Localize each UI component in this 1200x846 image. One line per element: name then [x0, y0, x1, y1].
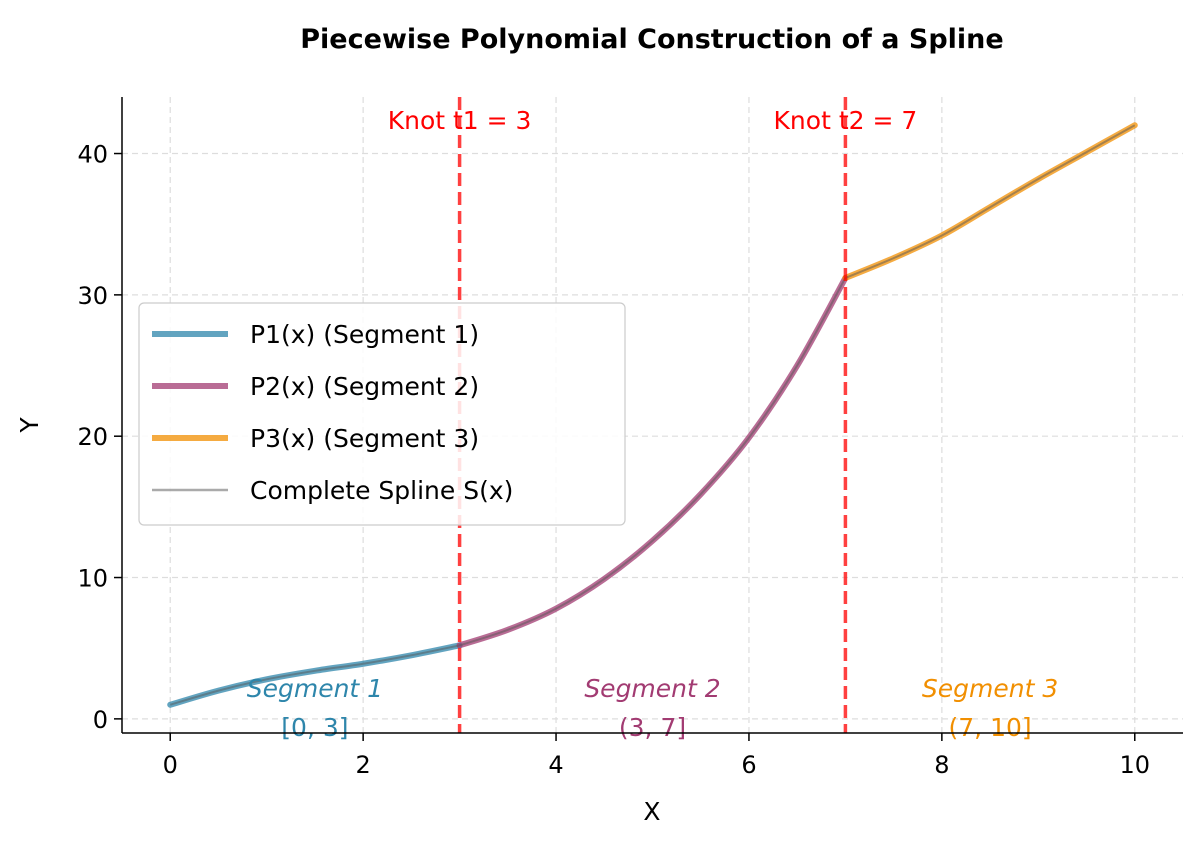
x-tick-label: 2	[355, 751, 370, 779]
segment-2-annotation: Segment 2	[584, 674, 720, 703]
x-axis-label: X	[643, 797, 660, 826]
x-tick-label: 0	[163, 751, 178, 779]
annotations: Segment 1 [0, 3] Segment 2 (3, 7] Segment 3 (…	[247, 674, 1059, 742]
segment-1-interval: [0, 3]	[281, 713, 348, 742]
chart-title: Piecewise Polynomial Construction of a S…	[300, 24, 1003, 55]
knots: Knot t1 = 3 Knot t2 = 7	[388, 97, 918, 733]
x-tick-label: 8	[934, 751, 949, 779]
legend-label-2: P2(x) (Segment 2)	[250, 372, 479, 401]
complete-spline-line	[845, 124, 1136, 279]
knot-2-label: Knot t2 = 7	[774, 106, 918, 135]
x-tick-label: 10	[1119, 751, 1150, 779]
segment-1-annotation: Segment 1	[247, 674, 383, 703]
segment-3-line	[842, 122, 1138, 281]
x-tick-label: 6	[741, 751, 756, 779]
y-tick-label: 10	[77, 565, 108, 593]
y-tick-label: 0	[93, 706, 108, 734]
legend: P1(x) (Segment 1) P2(x) (Segment 2) P3(x) …	[138, 302, 626, 526]
x-tick-label: 4	[548, 751, 563, 779]
segment-3-interval: (7, 10]	[949, 713, 1032, 742]
y-tick-label: 30	[77, 282, 108, 310]
y-tick-label: 20	[77, 423, 108, 451]
segment-3-annotation: Segment 3	[922, 674, 1058, 703]
legend-label-3: P3(x) (Segment 3)	[250, 424, 479, 453]
segment-2-interval: (3, 7]	[619, 713, 686, 742]
complete-spline-line	[169, 644, 460, 706]
y-axis-label: Y	[15, 417, 44, 434]
grid	[122, 97, 1183, 733]
knot-1-label: Knot t1 = 3	[388, 106, 532, 135]
legend-label-4: Complete Spline S(x)	[250, 476, 513, 505]
legend-box	[138, 302, 626, 526]
legend-label-1: P1(x) (Segment 1)	[250, 320, 479, 349]
axes: 0 2 4 6 8 10 0 10 20 30 40	[77, 97, 1183, 779]
curves	[167, 122, 1138, 708]
complete-spline-line	[459, 277, 847, 647]
y-tick-label: 40	[77, 141, 108, 169]
